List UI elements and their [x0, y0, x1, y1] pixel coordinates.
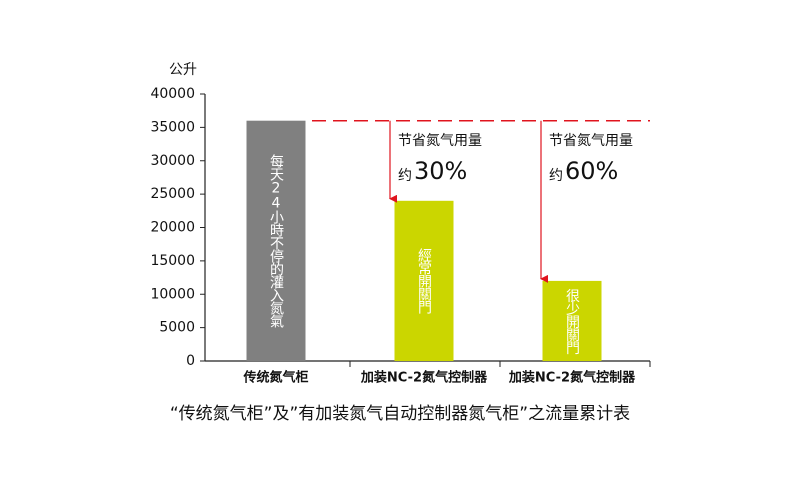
- x-tick-label: 加装NC-2氮气控制器: [508, 370, 636, 386]
- y-unit: 公升: [169, 62, 197, 78]
- bar: [246, 120, 306, 361]
- annotation-prefix: 约: [398, 168, 412, 184]
- y-tick-label: 30000: [150, 153, 195, 169]
- y-tick-label: 35000: [150, 119, 195, 135]
- y-tick-label: 10000: [150, 286, 195, 302]
- x-tick-label: 加装NC-2氮气控制器: [360, 370, 488, 386]
- y-tick-label: 0: [186, 353, 195, 369]
- y-tick-label: 20000: [150, 220, 195, 236]
- annotation-prefix: 约: [549, 168, 563, 184]
- bar: [394, 200, 454, 361]
- y-tick-label: 25000: [150, 186, 195, 202]
- annotation-text: 节省氮气用量: [549, 133, 633, 149]
- y-tick-label: 5000: [159, 320, 195, 336]
- bar-inner-label: 很少開關門: [564, 288, 580, 355]
- annotation-value: 60%: [565, 157, 618, 185]
- x-tick-label: 传统氮气柜: [242, 370, 308, 386]
- annotation-value: 30%: [414, 157, 467, 185]
- bar-inner-label: 每天24小時不停的灌入氮氣: [268, 154, 284, 328]
- chart-title: “传统氮气柜”及”有加装氮气自动控制器氮气柜”之流量累计表: [170, 404, 630, 424]
- y-tick-label: 15000: [150, 253, 195, 269]
- annotation-text: 节省氮气用量: [398, 133, 482, 149]
- bar: [542, 280, 602, 361]
- y-tick-label: 40000: [150, 86, 195, 102]
- bar-inner-label: 經常開關門: [416, 248, 432, 315]
